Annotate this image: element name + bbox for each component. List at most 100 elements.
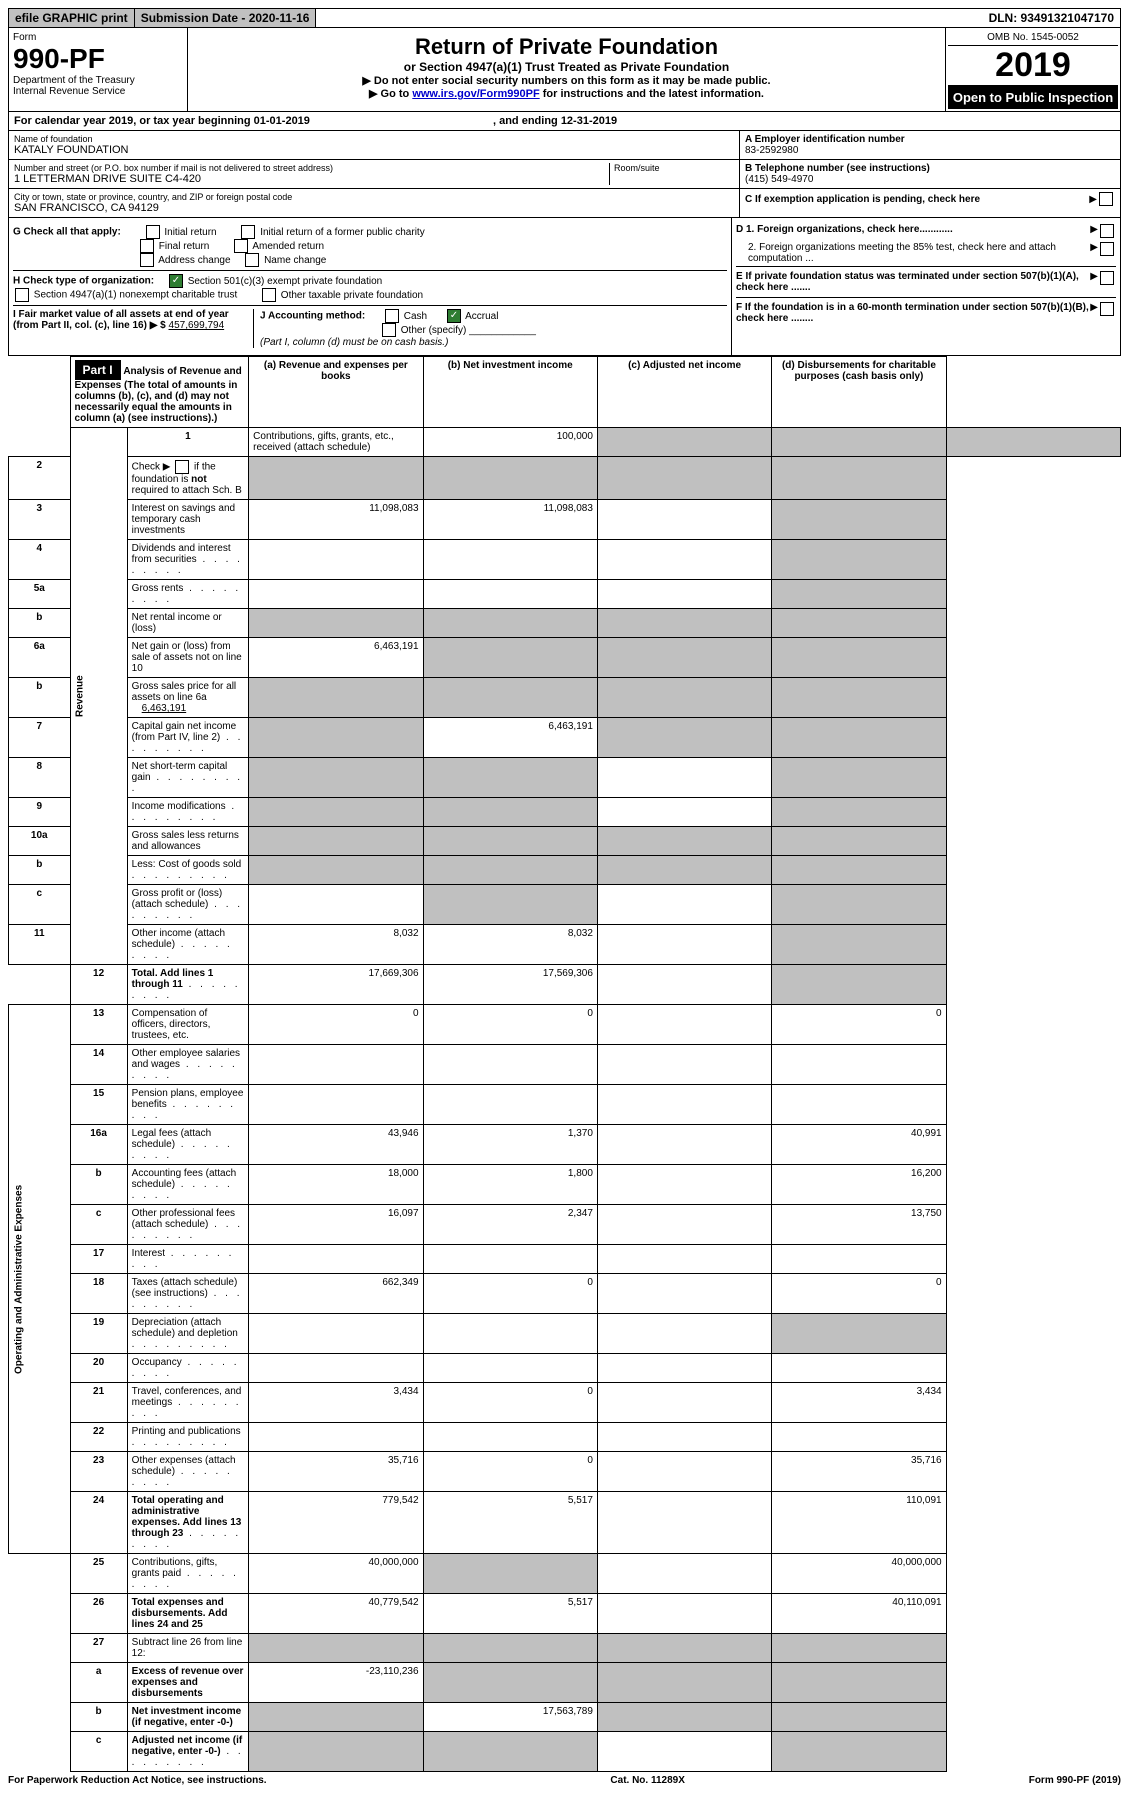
line-desc: Excess of revenue over expenses and disb… — [132, 1666, 244, 1699]
cal-year-end: , and ending 12-31-2019 — [493, 115, 617, 127]
j-note: (Part I, column (d) must be on cash basi… — [260, 337, 448, 348]
g-initial-former: Initial return of a former public charit… — [260, 227, 425, 238]
line-num: 27 — [70, 1634, 127, 1663]
line-num: b — [70, 1165, 127, 1205]
amt-a: 100,000 — [423, 428, 597, 457]
g-initial: Initial return — [164, 227, 216, 238]
j-other-checkbox[interactable] — [382, 323, 396, 337]
g-addr-checkbox[interactable] — [140, 253, 154, 267]
schb-checkbox[interactable] — [175, 460, 189, 474]
ein-row: A Employer identification number 83-2592… — [740, 131, 1120, 160]
g-initial-former-checkbox[interactable] — [241, 225, 255, 239]
line-num: 20 — [70, 1354, 127, 1383]
h-row: H Check type of organization: Section 50… — [13, 270, 727, 305]
d1-label: D 1. Foreign organizations, check here..… — [736, 224, 953, 235]
table-row: 21 Travel, conferences, and meetings 3,4… — [9, 1383, 1121, 1423]
e-label: E If private foundation status was termi… — [736, 271, 1079, 293]
table-row: b Less: Cost of goods sold — [9, 856, 1121, 885]
line-num: 8 — [9, 758, 71, 798]
amt-a: 40,779,542 — [249, 1594, 423, 1634]
amt-b: 0 — [423, 1005, 597, 1045]
line-num: 23 — [70, 1452, 127, 1492]
line-num: b — [9, 678, 71, 718]
table-row: 18 Taxes (attach schedule) (see instruct… — [9, 1274, 1121, 1314]
line-num: 12 — [70, 965, 127, 1005]
line-num: 2 — [9, 457, 71, 500]
line-desc: Depreciation (attach schedule) and deple… — [127, 1314, 249, 1354]
gh-right: D 1. Foreign organizations, check here..… — [731, 218, 1120, 355]
line-desc: Printing and publications — [127, 1423, 249, 1452]
e-checkbox[interactable] — [1100, 271, 1114, 285]
line-desc: Dividends and interest from securities — [127, 540, 249, 580]
table-row: 16a Legal fees (attach schedule) 43,946 … — [9, 1125, 1121, 1165]
revenue-vert-label: Revenue — [70, 428, 127, 965]
line-num: 14 — [70, 1045, 127, 1085]
line-desc: Net rental income or (loss) — [127, 609, 249, 638]
table-row: 11 Other income (attach schedule) 8,032 … — [9, 925, 1121, 965]
line-num: 16a — [70, 1125, 127, 1165]
line-num: 10a — [9, 827, 71, 856]
dept-label: Department of the Treasury — [13, 75, 183, 86]
line-desc: Compensation of officers, directors, tru… — [127, 1005, 249, 1045]
c-checkbox[interactable] — [1099, 192, 1113, 206]
line-desc: Net gain or (loss) from sale of assets n… — [127, 638, 249, 678]
line-num: 1 — [127, 428, 249, 457]
h-other-checkbox[interactable] — [262, 288, 276, 302]
g-name-change: Name change — [264, 255, 326, 266]
page-footer: For Paperwork Reduction Act Notice, see … — [8, 1772, 1121, 1789]
line-desc: Subtract line 26 from line 12: — [127, 1634, 249, 1663]
amt-a: 8,032 — [249, 925, 423, 965]
irs-link[interactable]: www.irs.gov/Form990PF — [412, 88, 539, 100]
amt-a: 18,000 — [249, 1165, 423, 1205]
h-other-taxable: Other taxable private foundation — [281, 290, 423, 301]
line-num: 13 — [70, 1005, 127, 1045]
c-label: C If exemption application is pending, c… — [745, 194, 1089, 205]
omb-number: OMB No. 1545-0052 — [948, 30, 1118, 46]
form-title: Return of Private Foundation — [194, 34, 939, 60]
g-initial-checkbox[interactable] — [146, 225, 160, 239]
table-row: 3 Interest on savings and temporary cash… — [9, 500, 1121, 540]
j-accrual-checkbox[interactable] — [447, 309, 461, 323]
amt-d — [946, 428, 1120, 457]
amt-a: 17,669,306 — [249, 965, 423, 1005]
g-row: G Check all that apply: Initial return I… — [13, 222, 727, 270]
d1-checkbox[interactable] — [1100, 224, 1114, 238]
amt-d: 13,750 — [772, 1205, 946, 1245]
line-desc: Travel, conferences, and meetings — [127, 1383, 249, 1423]
h-label: H Check type of organization: — [13, 276, 154, 287]
g-final-checkbox[interactable] — [140, 239, 154, 253]
h-501c3-checkbox[interactable] — [169, 274, 183, 288]
table-row: b Accounting fees (attach schedule) 18,0… — [9, 1165, 1121, 1205]
entity-left: Name of foundation KATALY FOUNDATION Num… — [9, 131, 739, 217]
line-desc: Gross sales price for all assets on line… — [127, 678, 249, 718]
phone-label: B Telephone number (see instructions) — [745, 163, 1115, 174]
city-label: City or town, state or province, country… — [14, 192, 734, 202]
amt-a: 16,097 — [249, 1205, 423, 1245]
f-checkbox[interactable] — [1100, 302, 1114, 316]
entity-right: A Employer identification number 83-2592… — [739, 131, 1120, 217]
table-row: 26 Total expenses and disbursements. Add… — [9, 1594, 1121, 1634]
d2-checkbox[interactable] — [1100, 242, 1114, 256]
amt-a: 35,716 — [249, 1452, 423, 1492]
amt-c — [772, 428, 946, 457]
g-name-checkbox[interactable] — [245, 253, 259, 267]
note-post: for instructions and the latest informat… — [540, 88, 764, 100]
amt-b: 17,569,306 — [423, 965, 597, 1005]
line-num: b — [9, 856, 71, 885]
table-row: 12 Total. Add lines 1 through 11 17,669,… — [9, 965, 1121, 1005]
line-desc: Other expenses (attach schedule) — [127, 1452, 249, 1492]
table-row: 8 Net short-term capital gain — [9, 758, 1121, 798]
amt-b: 0 — [423, 1274, 597, 1314]
h-4947-checkbox[interactable] — [15, 288, 29, 302]
line-desc: Check ▶ if the foundation is not require… — [127, 457, 249, 500]
c-row: C If exemption application is pending, c… — [740, 189, 1120, 209]
j-cash-checkbox[interactable] — [385, 309, 399, 323]
tax-year: 2019 — [948, 46, 1118, 86]
g-amended-checkbox[interactable] — [234, 239, 248, 253]
line-num: 7 — [9, 718, 71, 758]
check-section: G Check all that apply: Initial return I… — [8, 218, 1121, 356]
h-501c3: Section 501(c)(3) exempt private foundat… — [188, 276, 383, 287]
amt-b: 6,463,191 — [423, 718, 597, 758]
col-c-header: (c) Adjusted net income — [597, 357, 771, 428]
name-row: Name of foundation KATALY FOUNDATION — [9, 131, 739, 160]
